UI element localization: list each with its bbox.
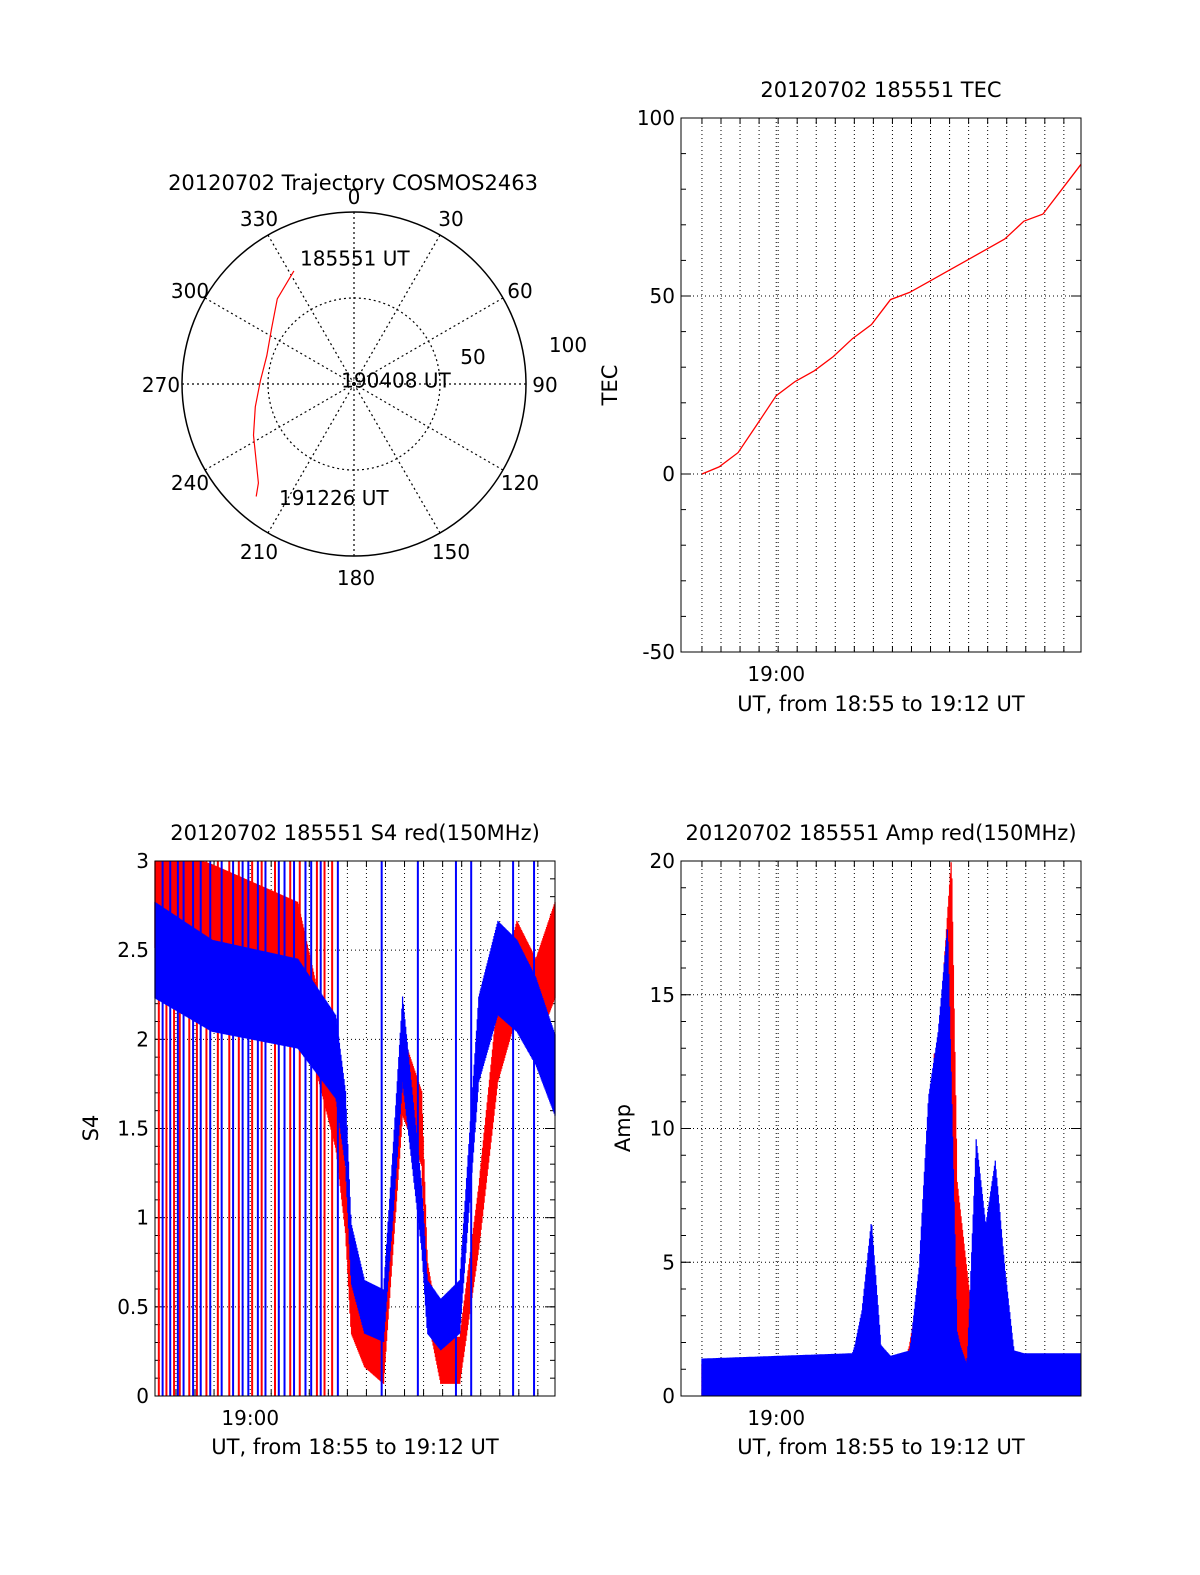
tec-ytick-label: -50 bbox=[642, 640, 675, 664]
amp-series-band bbox=[701, 929, 1082, 1396]
s4-title: 20120702 185551 S4 red(150MHz) bbox=[170, 821, 540, 845]
polar-spoke bbox=[353, 383, 504, 471]
radial-label: 100 bbox=[549, 333, 587, 357]
azimuth-label: 150 bbox=[432, 540, 470, 564]
azimuth-label: 270 bbox=[142, 373, 180, 397]
azimuth-label: 120 bbox=[501, 471, 539, 495]
amp-xtick-label: 19:00 bbox=[747, 1406, 805, 1430]
azimuth-label: 240 bbox=[171, 471, 209, 495]
tec-xlabel: UT, from 18:55 to 19:12 UT bbox=[737, 692, 1025, 716]
amp-ytick-label: 20 bbox=[650, 849, 675, 873]
azimuth-label: 330 bbox=[240, 207, 278, 231]
s4-ytick-label: 1 bbox=[136, 1206, 149, 1230]
azimuth-label: 90 bbox=[532, 373, 557, 397]
amp-ytick-label: 15 bbox=[650, 983, 675, 1007]
amp-plot-frame bbox=[680, 860, 1082, 1397]
polar-spoke bbox=[353, 383, 441, 534]
polar-title: 20120702 Trajectory COSMOS2463 bbox=[168, 171, 538, 195]
amp-ytick-label: 10 bbox=[650, 1117, 675, 1141]
polar-grid bbox=[181, 211, 527, 557]
trajectory-label: 190408 UT bbox=[341, 368, 451, 392]
s4-plot-frame bbox=[154, 860, 556, 1397]
trajectory-label: 185551 UT bbox=[300, 246, 410, 270]
amp-series-line bbox=[701, 1058, 1082, 1384]
amp-ytick-label: 0 bbox=[662, 1384, 675, 1408]
tec-grid bbox=[681, 118, 1081, 652]
s4-ylabel: S4 bbox=[79, 1115, 103, 1142]
polar-center bbox=[349, 379, 359, 389]
polar-spoke bbox=[204, 383, 355, 471]
tec-ytick-label: 100 bbox=[637, 106, 675, 130]
azimuth-label: 210 bbox=[240, 540, 278, 564]
s4-ytick-label: 3 bbox=[136, 849, 149, 873]
s4-chart: 20120702 185551 S4 red(150MHz) 3 2.5 2 1.5 1… bbox=[79, 821, 556, 1459]
amp-series bbox=[701, 862, 1082, 1396]
s4-ytick-label: 2 bbox=[136, 1027, 149, 1051]
amp-ylabel: Amp bbox=[611, 1104, 635, 1152]
tec-plot-frame bbox=[680, 117, 1082, 653]
tec-xtick-label: 19:00 bbox=[747, 662, 805, 686]
trajectory-line bbox=[252, 270, 295, 497]
polar-spoke bbox=[267, 383, 355, 534]
s4-series-band bbox=[154, 902, 556, 1351]
s4-xtick-label: 19:00 bbox=[221, 1406, 279, 1430]
polar-spoke bbox=[204, 297, 355, 385]
s4-ytick-label: 0 bbox=[136, 1384, 149, 1408]
tec-chart: 20120702 185551 TEC 100 50 0 -50 19:00 UT, f… bbox=[598, 78, 1082, 716]
s4-ytick-label: 0.5 bbox=[117, 1295, 149, 1319]
azimuth-label: 0 bbox=[348, 185, 361, 209]
polar-spoke bbox=[353, 234, 441, 385]
azimuth-label: 30 bbox=[438, 207, 463, 231]
trajectory-label: 191226 UT bbox=[279, 486, 389, 510]
amp-chart: 20120702 185551 Amp red(150MHz) 20 15 10 5 0… bbox=[611, 821, 1082, 1459]
s4-ytick-label: 2.5 bbox=[117, 938, 149, 962]
tec-series-line bbox=[701, 163, 1082, 475]
amp-xlabel: UT, from 18:55 to 19:12 UT bbox=[737, 1435, 1025, 1459]
amp-ticks: 20 15 10 5 0 19:00 bbox=[650, 849, 1081, 1430]
trajectory-annotations: 185551 UT 190408 UT 191226 UT bbox=[279, 246, 451, 510]
amp-title: 20120702 185551 Amp red(150MHz) bbox=[685, 821, 1076, 845]
s4-series bbox=[154, 861, 556, 1396]
tec-ytick-label: 50 bbox=[650, 284, 675, 308]
azimuth-label: 60 bbox=[507, 279, 532, 303]
s4-xlabel: UT, from 18:55 to 19:12 UT bbox=[211, 1435, 499, 1459]
s4-series-line bbox=[154, 949, 556, 1326]
polar-trajectory-chart: 20120702 Trajectory COSMOS2463 0 30 60 90 12… bbox=[142, 171, 587, 590]
polar-labels: 0 30 60 90 120 150 180 210 240 270 300 330 50 100 bbox=[142, 185, 587, 590]
azimuth-label: 180 bbox=[337, 566, 375, 590]
polar-spoke bbox=[267, 234, 355, 385]
amp-grid bbox=[681, 861, 1081, 1396]
tec-title: 20120702 185551 TEC bbox=[760, 78, 1001, 102]
polar-spoke bbox=[353, 297, 504, 385]
amp-ytick-label: 5 bbox=[662, 1250, 675, 1274]
amp-series-line bbox=[701, 1101, 1081, 1383]
tec-ylabel: TEC bbox=[598, 365, 622, 407]
tec-ytick-label: 0 bbox=[662, 462, 675, 486]
tec-series bbox=[701, 163, 1082, 475]
s4-ytick-label: 1.5 bbox=[117, 1117, 149, 1141]
azimuth-label: 300 bbox=[171, 279, 209, 303]
radial-label: 50 bbox=[460, 345, 485, 369]
tec-ticks: 100 50 0 -50 19:00 bbox=[637, 106, 1081, 686]
